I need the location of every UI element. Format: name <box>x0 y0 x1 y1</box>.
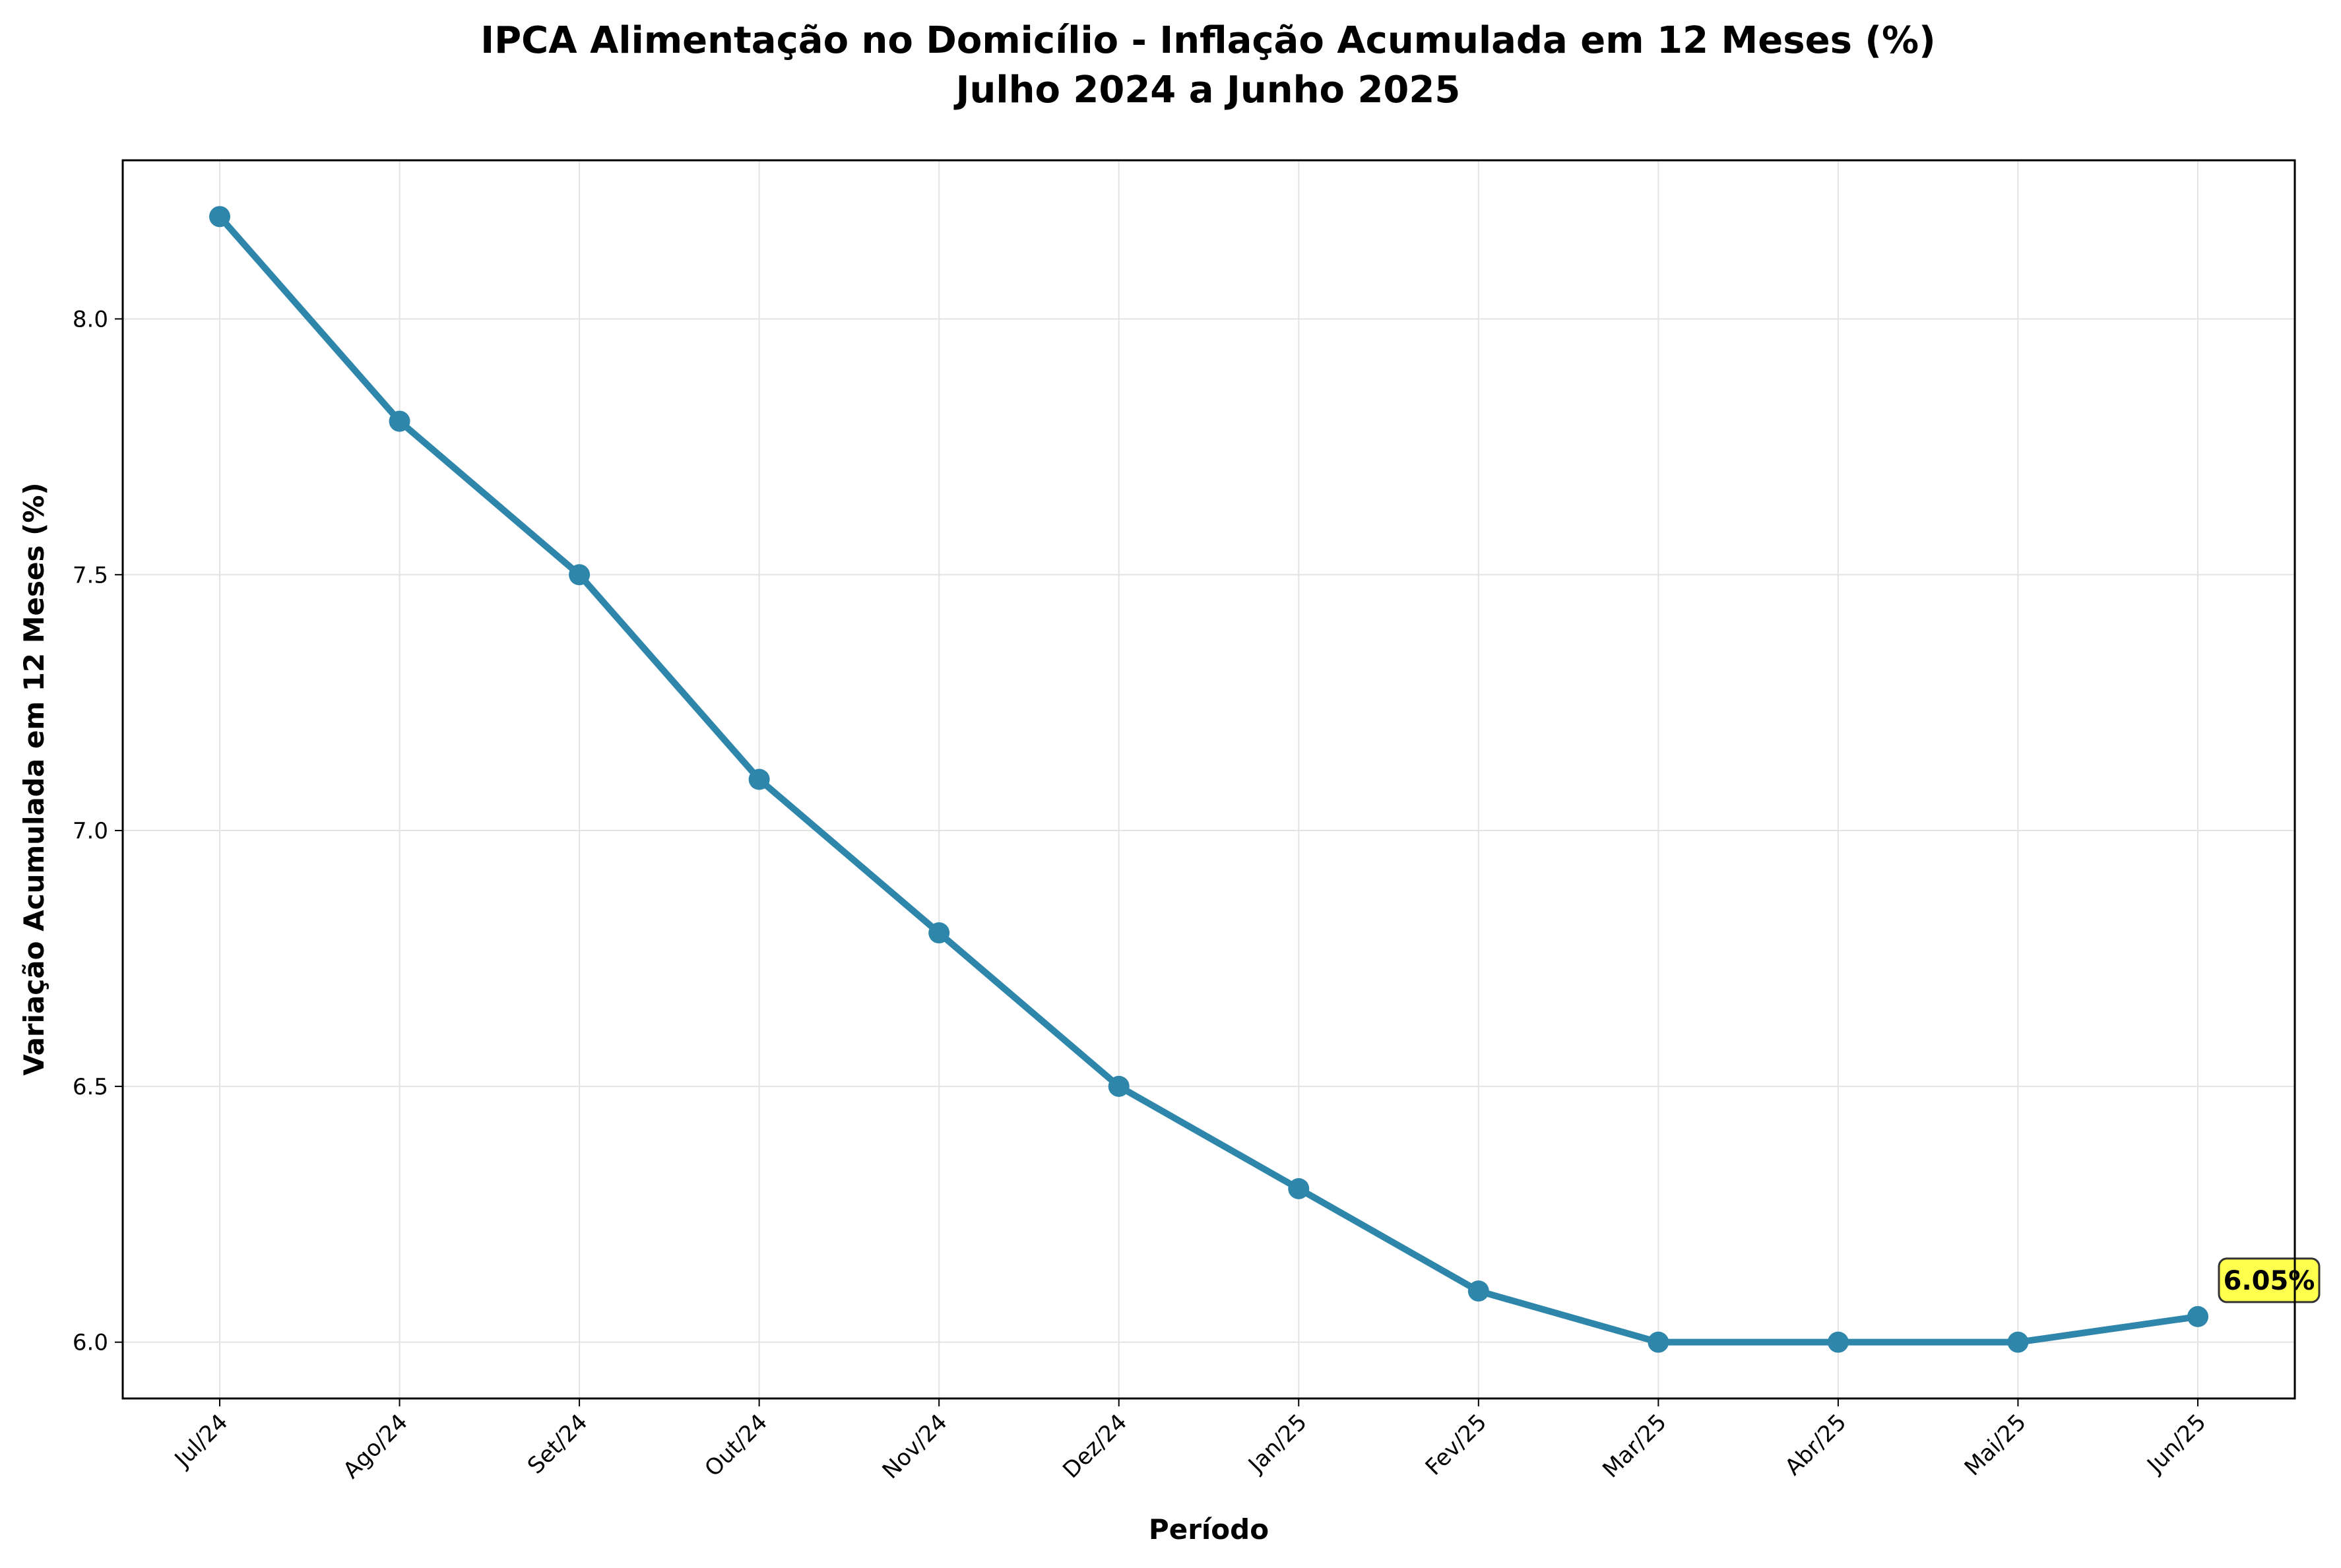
x-tick-label: Mai/25 <box>1960 1409 2032 1481</box>
plot-frame <box>121 159 2296 1400</box>
x-tick-label: Ago/24 <box>338 1409 413 1484</box>
y-tick-label: 6.0 <box>73 1330 108 1356</box>
x-tick-label: Jan/25 <box>1242 1409 1312 1478</box>
data-point <box>1288 1177 1310 1199</box>
x-tick-label: Fev/25 <box>1421 1409 1492 1481</box>
x-tick-label: Dez/24 <box>1058 1409 1132 1484</box>
x-axis-label: Período <box>1149 1513 1269 1546</box>
data-point <box>1827 1331 1849 1353</box>
y-tick-label: 8.0 <box>73 306 108 332</box>
series-layer <box>209 206 2208 1353</box>
y-axis-ticks: 6.0 6.5 7.0 7.5 8.0 <box>73 306 123 1356</box>
x-tick-label: Jun/25 <box>2141 1409 2211 1479</box>
y-tick-label: 6.5 <box>73 1074 108 1100</box>
annotation-layer: 6.05% <box>2218 1257 2321 1303</box>
data-point <box>1648 1331 1669 1353</box>
grid-lines <box>123 160 2295 1398</box>
x-tick-label: Nov/24 <box>878 1409 953 1484</box>
x-tick-label: Jul/24 <box>169 1409 233 1473</box>
x-tick-label: Abr/25 <box>1780 1409 1852 1481</box>
series-line <box>216 213 2201 1346</box>
data-point <box>569 564 591 586</box>
x-tick-label: Set/24 <box>523 1409 593 1479</box>
data-point <box>1467 1280 1489 1302</box>
data-point <box>2007 1331 2029 1353</box>
chart-title: IPCA Alimentação no Domicílio - Inflação… <box>480 19 1935 62</box>
data-point <box>209 206 230 228</box>
x-axis-ticks: Jul/24 Ago/24 Set/24 Out/24 Nov/24 Dez/24 Jan/… <box>169 1398 2211 1484</box>
x-tick-label: Mar/25 <box>1597 1409 1671 1483</box>
annotation-label: 6.05% <box>2224 1266 2315 1296</box>
y-tick-label: 7.5 <box>73 562 108 588</box>
data-point <box>928 922 950 944</box>
data-point <box>389 410 410 432</box>
data-point <box>748 768 770 790</box>
data-point <box>2187 1305 2208 1327</box>
x-tick-label: Out/24 <box>699 1409 773 1482</box>
data-point <box>1108 1075 1130 1097</box>
y-tick-label: 7.0 <box>73 818 108 844</box>
y-axis-label: Variação Acumulada em 12 Meses (%) <box>18 482 50 1075</box>
chart-subtitle: Julho 2024 a Junho 2025 <box>953 69 1461 111</box>
